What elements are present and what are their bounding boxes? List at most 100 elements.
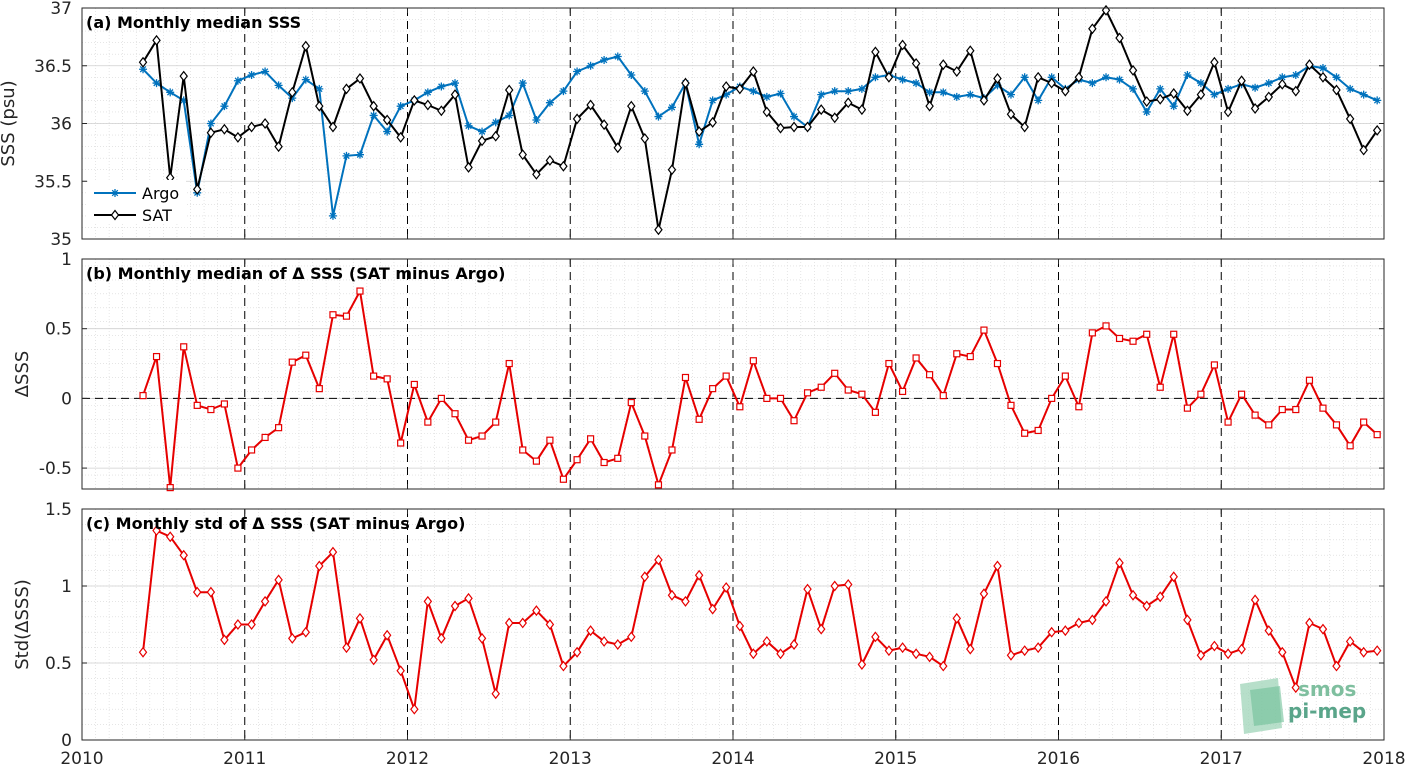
data-point xyxy=(234,464,242,472)
data-point xyxy=(559,660,568,672)
data-point xyxy=(1332,660,1341,672)
data-point xyxy=(491,688,500,700)
data-point xyxy=(274,81,283,90)
data-point xyxy=(545,154,555,166)
x-tick-label: 2011 xyxy=(223,749,266,768)
data-point xyxy=(776,89,785,98)
data-point xyxy=(220,634,229,646)
legend-marker xyxy=(110,209,120,221)
data-point xyxy=(1183,404,1191,412)
data-point xyxy=(830,580,839,592)
data-point xyxy=(586,435,595,443)
data-point xyxy=(1345,635,1355,647)
data-point xyxy=(1115,334,1124,343)
data-point xyxy=(478,432,486,440)
data-point xyxy=(1156,84,1165,93)
data-point xyxy=(722,90,731,99)
data-point xyxy=(193,401,201,409)
data-point xyxy=(1101,595,1111,607)
data-point xyxy=(803,121,812,133)
data-point xyxy=(559,475,568,483)
data-point xyxy=(681,373,690,382)
data-point xyxy=(979,588,989,600)
panel-title: (a) Monthly median SSS xyxy=(86,13,301,32)
y-axis-label: Std(ΔSSS) xyxy=(12,579,33,670)
data-point xyxy=(1359,144,1368,156)
data-point xyxy=(464,592,473,604)
data-point xyxy=(830,112,839,124)
y-tick-label: 36 xyxy=(50,115,72,135)
data-point xyxy=(641,432,649,440)
data-point xyxy=(776,122,785,134)
data-point xyxy=(1061,625,1070,637)
data-point xyxy=(1115,32,1124,44)
data-point xyxy=(912,79,921,88)
data-point xyxy=(939,59,948,71)
y-axis-label: SSS (psu) xyxy=(0,80,19,166)
data-point xyxy=(1318,64,1327,73)
data-point xyxy=(1170,330,1178,338)
data-point xyxy=(1373,431,1381,439)
data-point xyxy=(288,358,296,366)
data-point xyxy=(138,646,148,658)
data-point xyxy=(369,111,378,120)
data-point xyxy=(586,625,595,637)
data-point xyxy=(1237,643,1246,655)
data-point xyxy=(1372,645,1382,657)
data-point xyxy=(1291,682,1301,694)
data-point xyxy=(1047,77,1056,89)
data-point xyxy=(749,357,757,365)
data-point xyxy=(966,45,975,57)
data-point xyxy=(1115,557,1124,569)
data-point xyxy=(1224,418,1232,426)
data-point xyxy=(410,94,419,106)
data-point xyxy=(1034,96,1043,105)
data-point xyxy=(342,83,351,95)
data-point xyxy=(993,81,1002,90)
data-point xyxy=(939,88,948,97)
data-point xyxy=(1332,73,1341,82)
data-point xyxy=(247,70,256,79)
data-point xyxy=(192,183,202,195)
data-point xyxy=(843,97,853,109)
data-point xyxy=(1142,107,1151,116)
x-tick-label: 2010 xyxy=(60,749,103,768)
data-point xyxy=(518,617,527,629)
data-point xyxy=(790,417,798,425)
data-point xyxy=(288,632,297,644)
ticks xyxy=(81,258,1385,489)
data-point xyxy=(505,111,514,120)
data-point xyxy=(952,66,962,78)
data-point xyxy=(301,40,311,52)
data-point xyxy=(1129,337,1137,345)
data-point xyxy=(858,390,866,398)
data-point xyxy=(369,654,378,666)
data-point xyxy=(342,151,351,160)
data-point xyxy=(1155,591,1165,603)
data-point xyxy=(328,546,338,558)
data-point xyxy=(1006,108,1016,120)
data-point xyxy=(654,481,663,489)
data-point xyxy=(871,73,880,82)
data-point xyxy=(356,287,364,295)
data-point xyxy=(803,389,812,397)
y-tick-label: 0 xyxy=(61,389,72,409)
data-point xyxy=(681,77,690,89)
data-point xyxy=(1278,73,1287,82)
data-point xyxy=(1129,84,1138,93)
data-point xyxy=(437,82,446,91)
data-point xyxy=(708,603,717,615)
data-point xyxy=(1224,84,1233,93)
data-point xyxy=(545,619,555,630)
data-point xyxy=(152,525,161,537)
data-point xyxy=(1250,103,1260,114)
data-point xyxy=(1169,571,1178,583)
data-point xyxy=(437,632,446,644)
data-point xyxy=(599,119,609,131)
ticks xyxy=(81,7,1385,240)
data-point xyxy=(166,88,175,97)
data-point xyxy=(1210,640,1219,652)
data-point xyxy=(911,57,921,69)
y-tick-label: -0.5 xyxy=(39,459,72,479)
data-point xyxy=(952,92,961,101)
